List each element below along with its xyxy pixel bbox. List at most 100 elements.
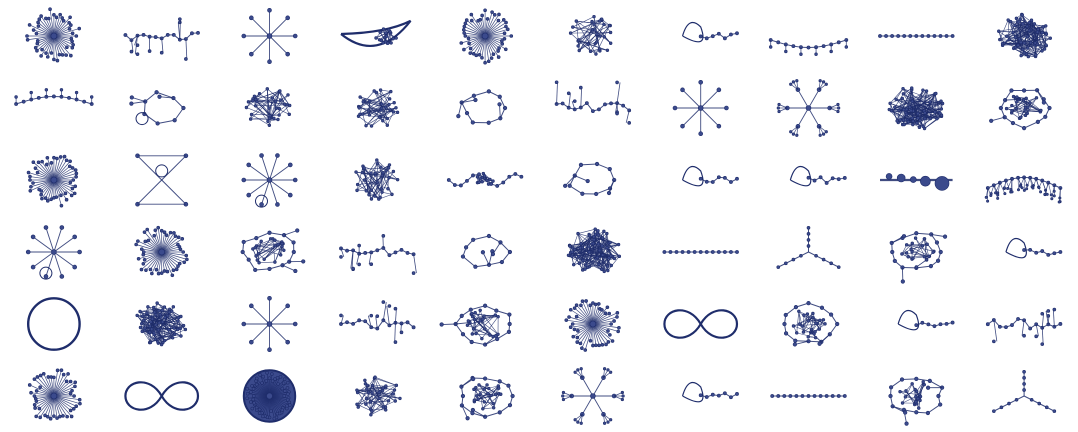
- graph-edge: [903, 101, 913, 121]
- graph-node: [576, 231, 580, 236]
- graph-panel: [782, 301, 840, 347]
- graph-node: [570, 322, 575, 326]
- graph-edge: [262, 376, 270, 397]
- graph-edge: [608, 179, 615, 194]
- graph-node: [581, 258, 585, 263]
- graph-edge: [269, 382, 288, 397]
- graph-edge: [592, 323, 619, 329]
- graph-node: [1029, 397, 1034, 402]
- graph-node: [248, 117, 253, 121]
- graph-node: [776, 394, 781, 398]
- graph-edge: [394, 390, 396, 402]
- graph-node: [591, 109, 595, 114]
- graph-node: [1022, 333, 1026, 338]
- graph-node: [252, 401, 256, 405]
- graph-node: [364, 402, 368, 406]
- graph-node: [584, 299, 588, 303]
- graph-node: [171, 305, 176, 309]
- graph-node: [373, 375, 377, 379]
- graph-node: [469, 12, 474, 17]
- graph-node: [567, 183, 572, 188]
- graph-edge: [161, 238, 183, 253]
- graph-node: [844, 45, 848, 49]
- graph-edge: [32, 251, 55, 268]
- graph-edge: [1015, 36, 1028, 38]
- graph-edge: [463, 35, 486, 50]
- graph-node: [507, 249, 513, 255]
- graph-node: [155, 301, 159, 305]
- graph-node: [910, 99, 915, 103]
- graph-edge: [492, 242, 501, 255]
- graph-node: [140, 329, 144, 334]
- graph-edge: [53, 35, 72, 56]
- graph-node: [506, 383, 511, 388]
- graph-node: [36, 95, 41, 100]
- graph-node: [597, 107, 601, 112]
- graph-edge: [387, 111, 394, 126]
- graph-node: [938, 402, 943, 407]
- graph-edge: [40, 15, 55, 37]
- graph-edge: [357, 387, 386, 393]
- graph-edge: [812, 313, 820, 330]
- graph-edge: [999, 182, 1006, 194]
- graph-edge: [1032, 178, 1037, 189]
- graph-node: [174, 267, 179, 272]
- graph-node: [468, 51, 473, 55]
- graph-edge: [461, 99, 476, 103]
- graph-node: [603, 102, 607, 107]
- graph-node: [462, 24, 467, 29]
- graph-node: [1025, 24, 1029, 29]
- graph-node: [366, 390, 371, 395]
- graph-edge: [255, 380, 270, 397]
- graph-node: [58, 414, 62, 419]
- graph-node: [1018, 184, 1022, 188]
- graph-panel: [878, 34, 955, 38]
- graph-node: [592, 14, 596, 19]
- graph-node: [384, 168, 388, 173]
- graph-node: [1025, 187, 1029, 191]
- graph-node: [989, 118, 994, 123]
- graph-node: [181, 250, 185, 254]
- graph-node: [600, 236, 605, 240]
- graph-edge: [53, 395, 72, 417]
- graph-node: [38, 373, 43, 378]
- graph-node: [386, 399, 391, 403]
- graph-node: [482, 400, 487, 404]
- graph-node: [583, 348, 588, 352]
- graph-node: [477, 172, 481, 177]
- graph-edge: [469, 35, 486, 54]
- graph-node: [267, 7, 272, 13]
- graph-edge-path: [663, 309, 739, 339]
- graph-node: [500, 42, 505, 46]
- graph-node: [692, 250, 697, 254]
- graph-node: [25, 34, 29, 38]
- graph-node: [904, 421, 909, 426]
- graph-edge: [592, 316, 618, 325]
- graph-edge: [463, 29, 486, 37]
- graph-edge: [366, 398, 384, 408]
- graph-node: [240, 249, 245, 255]
- graph-node: [172, 231, 176, 235]
- graph-edge: [578, 23, 595, 41]
- graph-node: [710, 180, 715, 184]
- graph-edge: [475, 264, 490, 268]
- graph-node: [491, 52, 496, 57]
- graph-node: [722, 250, 727, 254]
- graph-node: [710, 392, 715, 397]
- graph-node: [276, 382, 281, 386]
- graph-node: [52, 375, 56, 380]
- graph-node: [38, 415, 42, 420]
- graph-node: [249, 390, 253, 394]
- graph-node: [612, 256, 617, 261]
- graph-node: [710, 250, 715, 254]
- graph-node: [1023, 113, 1028, 118]
- graph-edge: [251, 323, 270, 343]
- graph-edge: [1026, 50, 1043, 55]
- graph-node: [471, 237, 476, 242]
- graph-node: [35, 38, 40, 43]
- graph-edge: [913, 256, 930, 259]
- graph-edge: [496, 331, 510, 340]
- graph-node: [148, 340, 153, 345]
- graph-edge: [275, 91, 280, 102]
- graph-node: [836, 40, 841, 45]
